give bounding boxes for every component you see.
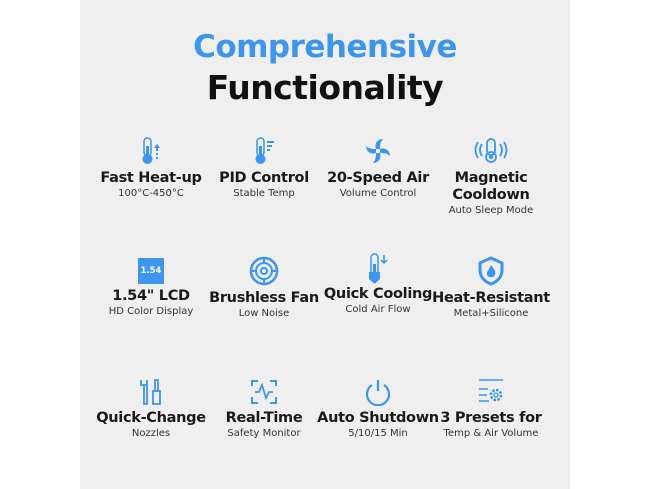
lcd-display-icon: 1.54 [138, 258, 164, 284]
feature-brushless-fan: Brushless Fan Low Noise [199, 256, 329, 321]
feature-title: Brushless Fan [209, 290, 319, 306]
thermometer-gauge-icon [255, 137, 274, 164]
feature-fast-heat-up: Fast Heat-up 100°C-450°C [86, 136, 216, 201]
feature-title: Fast Heat-up [100, 170, 202, 186]
feature-title: Real-Time [225, 410, 303, 426]
thermometer-down-icon [369, 253, 388, 284]
feature-subtitle: Metal+Silicone [453, 308, 529, 319]
thermometer-waves-icon [474, 138, 508, 163]
feature-title: 20-Speed Air [327, 170, 429, 186]
feature-lcd: 1.54 1.54" LCD HD Color Display [86, 258, 216, 319]
shield-flame-icon [478, 256, 504, 286]
feature-quick-cooling: Quick Cooling Cold Air Flow [313, 252, 443, 317]
monitor-scan-icon [251, 380, 277, 404]
feature-title: 1.54" LCD [112, 288, 190, 304]
feature-title: PID Control [219, 170, 309, 186]
feature-subtitle: Nozzles [131, 428, 171, 439]
feature-title: Quick Cooling [323, 286, 433, 302]
feature-subtitle: 100°C-450°C [118, 188, 184, 199]
feature-title: 3 Presets for [440, 410, 542, 426]
feature-title: Magnetic [454, 170, 528, 186]
feature-title: Auto Shutdown [317, 410, 439, 426]
thermometer-up-icon [142, 137, 160, 164]
fan-blades-icon [366, 139, 390, 163]
feature-title: Heat-Resistant [432, 290, 550, 306]
feature-auto-shutdown: Auto Shutdown 5/10/15 Min [313, 378, 443, 441]
wrench-screwdriver-icon [140, 379, 161, 405]
feature-subtitle: 5/10/15 Min [348, 428, 408, 439]
feature-subtitle: Stable Temp [233, 188, 295, 199]
feature-subtitle: Safety Monitor [227, 428, 301, 439]
feature-presets: 3 Presets for Temp & Air Volume [426, 378, 556, 441]
feature-subtitle: Cold Air Flow [345, 304, 411, 315]
feature-title-line2: Cooldown [452, 187, 530, 203]
feature-title: Quick-Change [96, 410, 206, 426]
feature-quick-change: Quick-Change Nozzles [86, 378, 216, 441]
background-panel [80, 0, 570, 489]
brushless-fan-icon [249, 256, 279, 286]
feature-real-time: Real-Time Safety Monitor [199, 378, 329, 441]
title-comprehensive: Comprehensive [193, 29, 457, 65]
feature-subtitle: Temp & Air Volume [443, 428, 539, 439]
feature-subtitle: HD Color Display [108, 306, 194, 317]
feature-20-speed-air: 20-Speed Air Volume Control [313, 136, 443, 201]
feature-subtitle: Auto Sleep Mode [448, 205, 534, 216]
settings-presets-icon [479, 379, 503, 402]
feature-heat-resistant: Heat-Resistant Metal+Silicone [426, 256, 556, 321]
title-functionality: Functionality [206, 68, 444, 107]
feature-subtitle: Volume Control [339, 188, 417, 199]
feature-magnetic-cooldown: Magnetic Cooldown Auto Sleep Mode [426, 136, 556, 218]
power-icon [365, 380, 391, 406]
feature-subtitle: Low Noise [238, 308, 290, 319]
feature-pid-control: PID Control Stable Temp [199, 136, 329, 201]
